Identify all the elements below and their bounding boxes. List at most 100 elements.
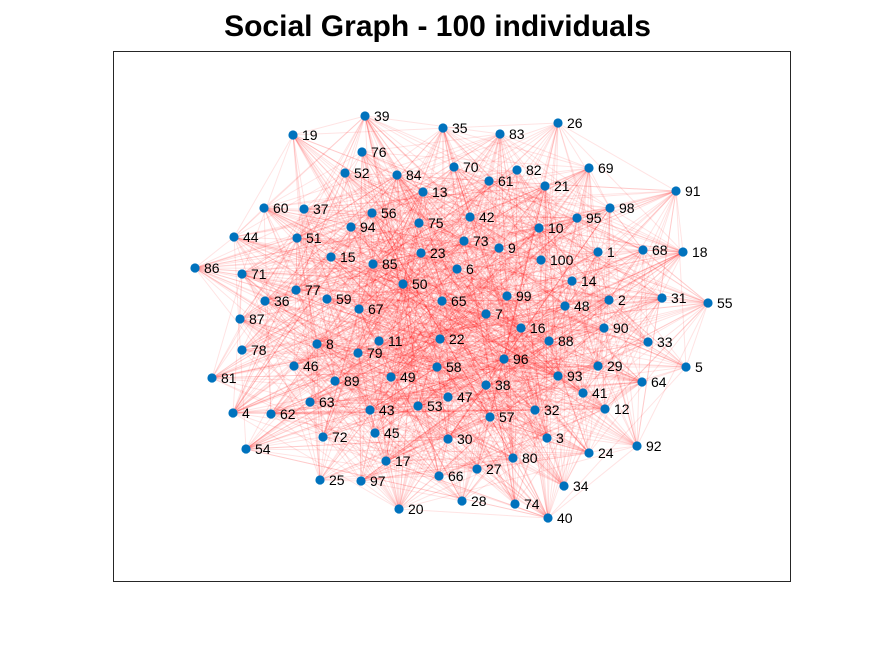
edge (608, 207, 611, 301)
edge (538, 227, 565, 487)
edge (417, 327, 522, 407)
edge (245, 251, 684, 450)
edge (245, 380, 336, 450)
edge (232, 249, 644, 414)
edge (503, 358, 643, 383)
edge (398, 457, 514, 510)
edge (239, 318, 387, 462)
node-72 (318, 432, 328, 442)
edge (516, 169, 649, 343)
edge (461, 384, 487, 502)
edge (485, 299, 610, 315)
edge (456, 249, 644, 270)
edge (597, 251, 638, 447)
edge (540, 259, 663, 299)
edge (441, 251, 684, 302)
edge (241, 122, 559, 275)
edge (461, 180, 490, 502)
node-64 (637, 377, 647, 387)
edge (520, 190, 677, 329)
edge (503, 358, 516, 505)
edge (303, 208, 336, 382)
edge (309, 251, 599, 403)
edge (232, 409, 536, 414)
edge (357, 352, 449, 398)
edge (447, 408, 606, 440)
edge (564, 190, 677, 307)
edge (233, 236, 332, 258)
edge (374, 381, 643, 434)
edge (436, 299, 610, 368)
edge (456, 268, 566, 307)
edge (417, 405, 549, 519)
edge (344, 172, 441, 340)
node-label-68: 68 (652, 242, 668, 258)
edge (322, 300, 443, 438)
edge (485, 365, 599, 386)
edge (295, 289, 508, 297)
edge (239, 256, 332, 320)
edge (534, 305, 566, 411)
edge (447, 259, 542, 398)
edge (441, 300, 638, 447)
edge (357, 352, 376, 434)
edge (270, 263, 374, 415)
edge (361, 151, 606, 410)
edge (295, 237, 298, 291)
node-label-46: 46 (303, 358, 319, 374)
edge (422, 191, 611, 209)
edge (436, 366, 449, 398)
edge (211, 300, 266, 379)
edge (516, 169, 549, 519)
edge (439, 338, 548, 439)
edge (544, 185, 584, 394)
edge (211, 377, 387, 462)
edge (264, 300, 590, 454)
edge (330, 226, 352, 258)
node-48 (560, 301, 570, 311)
edge (232, 115, 366, 414)
edge (597, 251, 684, 367)
edge (309, 401, 400, 510)
node-35 (438, 123, 448, 133)
node-21 (540, 181, 550, 191)
edge (344, 115, 366, 174)
edge (296, 237, 605, 329)
edge (194, 226, 352, 269)
edge (503, 358, 584, 394)
edge (512, 409, 536, 459)
edge (357, 305, 566, 354)
edge (456, 268, 638, 447)
node-40 (543, 513, 553, 523)
edge (378, 268, 458, 342)
edge (211, 377, 440, 477)
edge (442, 127, 649, 343)
edge (385, 396, 449, 462)
edge (239, 318, 376, 434)
edge (303, 174, 398, 210)
edge (303, 208, 373, 214)
edge (292, 134, 336, 382)
edge (485, 302, 709, 386)
edge (442, 127, 610, 301)
edge (334, 380, 487, 386)
edge (378, 340, 638, 447)
edge (357, 169, 518, 354)
edge (441, 300, 549, 519)
edge (436, 190, 677, 368)
edge (485, 313, 536, 411)
edge (364, 115, 449, 398)
edge (372, 191, 424, 265)
edge (241, 349, 599, 367)
edge (588, 167, 611, 209)
edge (350, 226, 548, 439)
edge (293, 190, 677, 367)
node-label-42: 42 (479, 209, 495, 225)
node-1 (593, 247, 603, 257)
edge (608, 299, 643, 383)
edge (447, 251, 684, 398)
node-82 (512, 165, 522, 175)
edge (322, 263, 374, 438)
node-44 (229, 232, 239, 242)
edge (461, 381, 643, 502)
